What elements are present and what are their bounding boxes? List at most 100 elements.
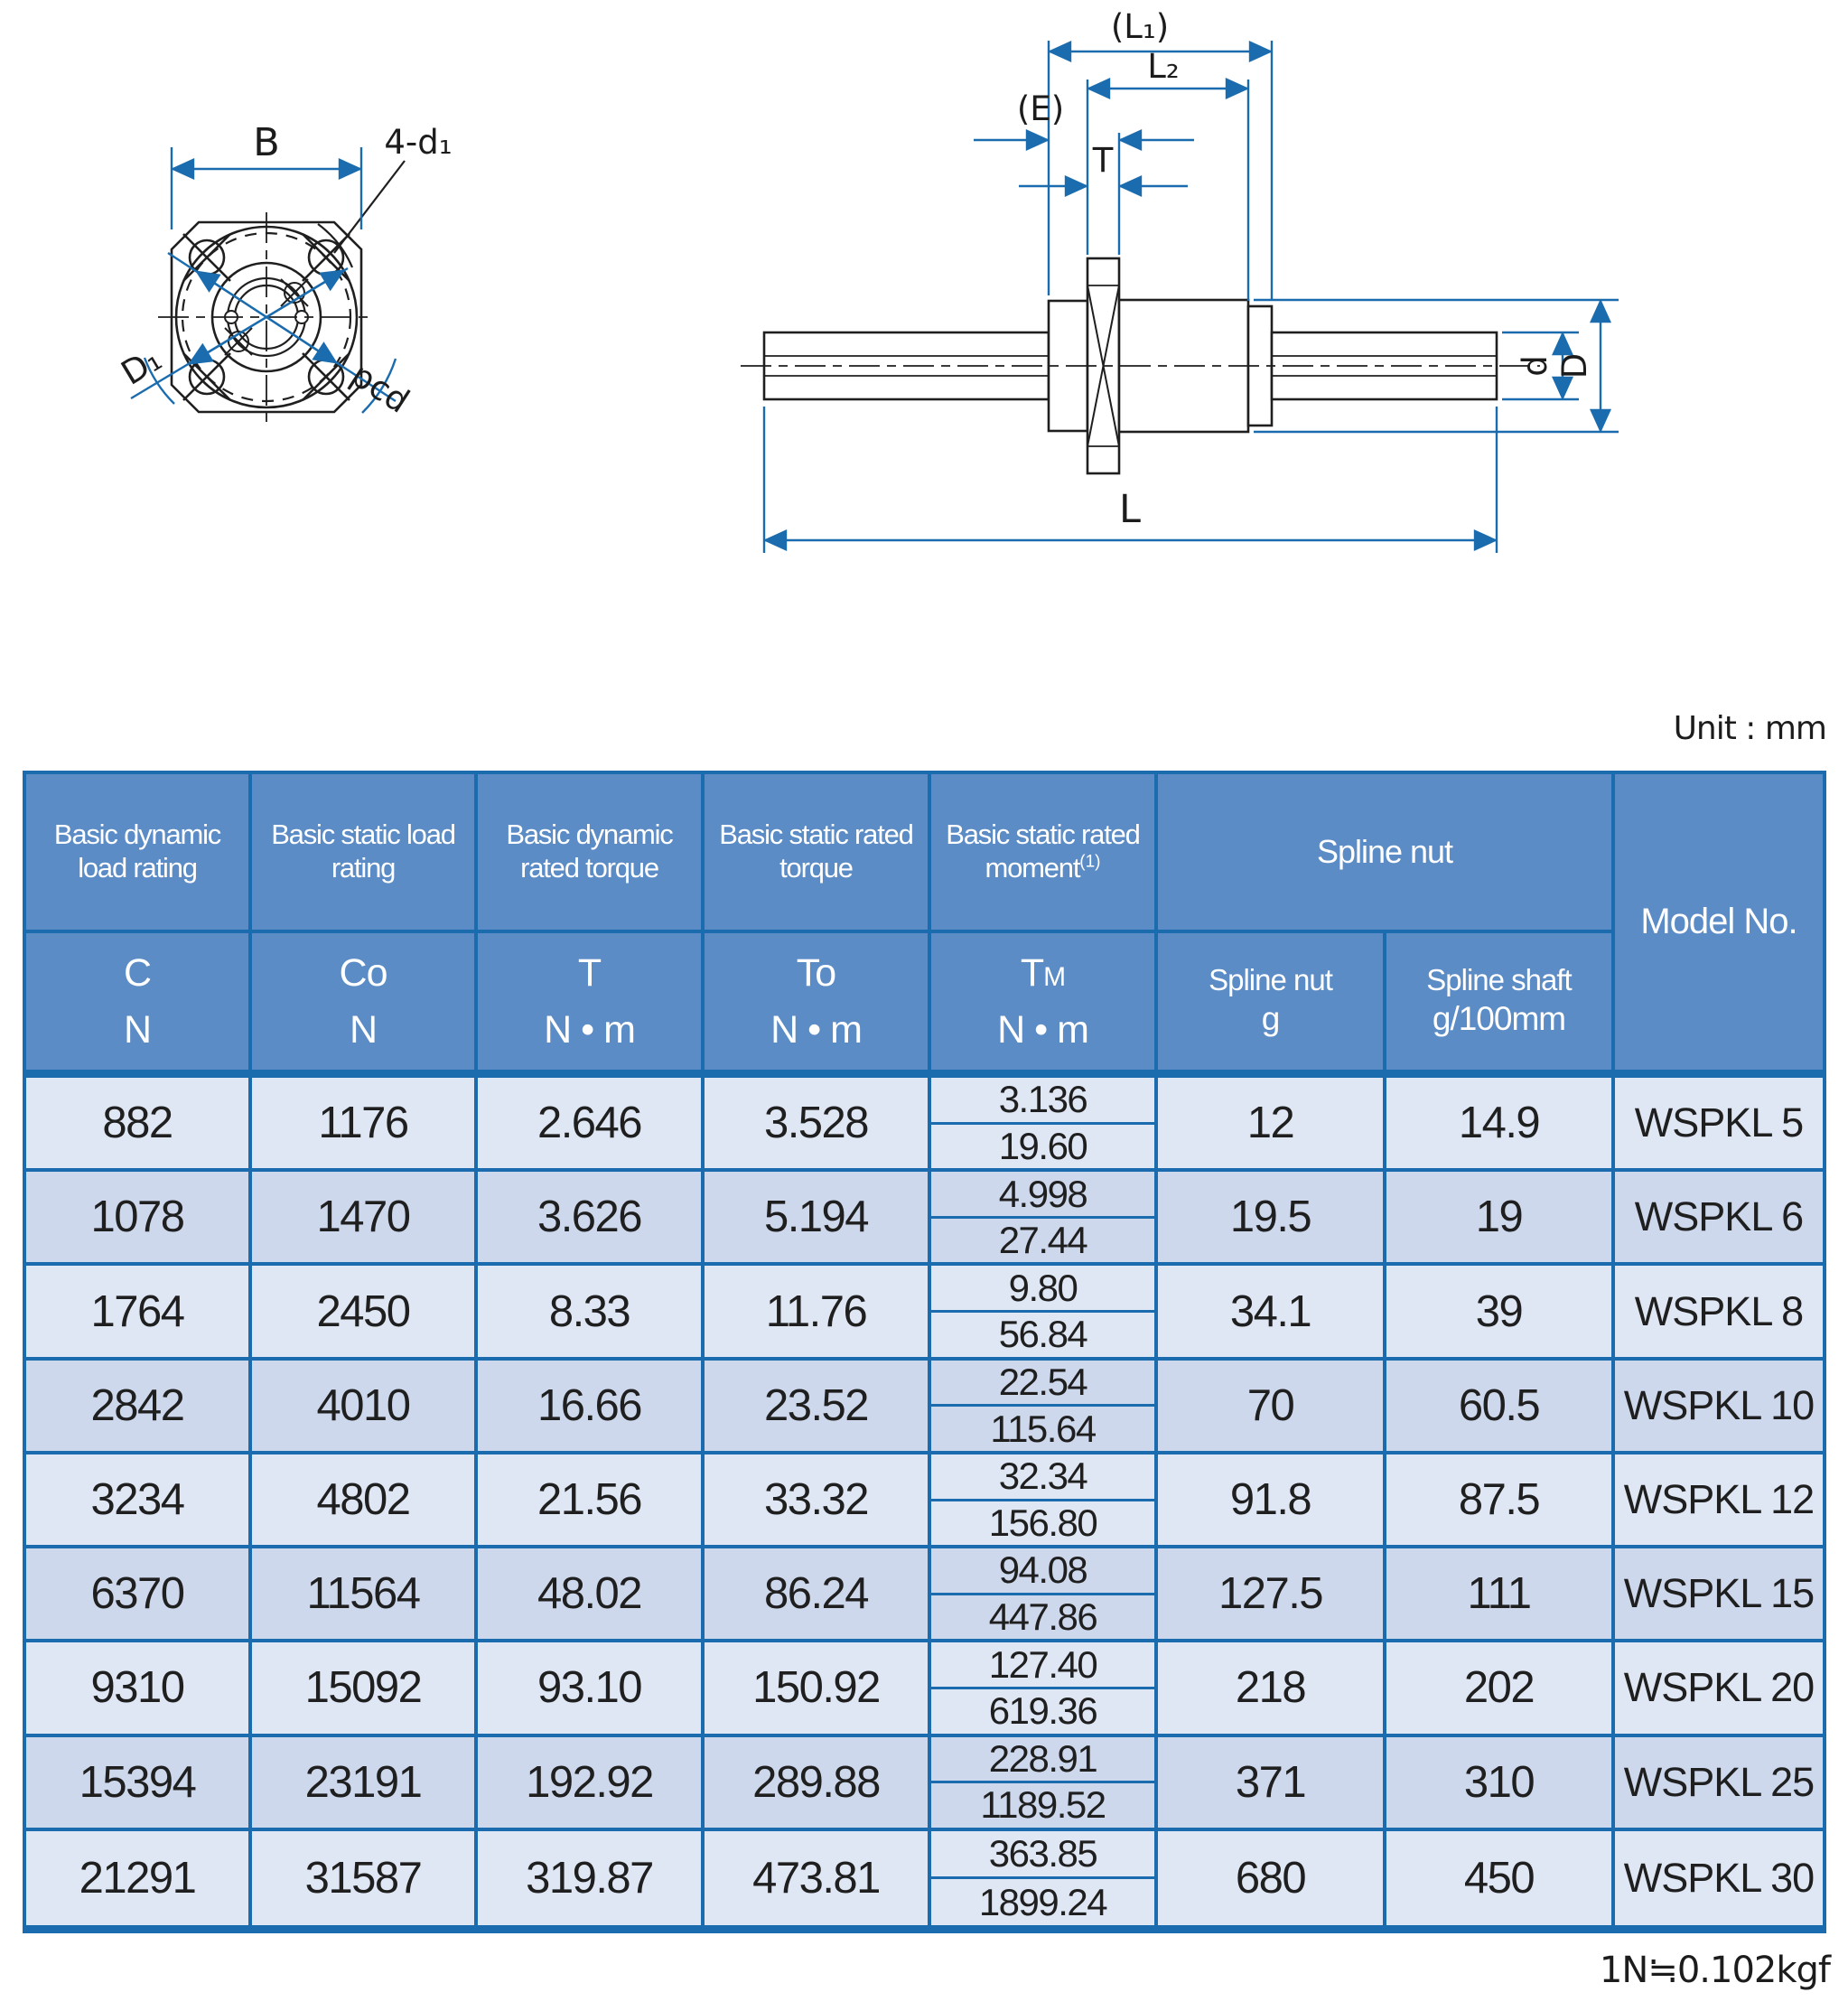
dim-label-holes: 4-d₁ (384, 123, 452, 162)
side-view (741, 257, 1540, 475)
dim-label-pcd: pcd (344, 355, 416, 421)
cell-to: 33.32 (705, 1454, 931, 1549)
cell-co: 1470 (252, 1172, 478, 1267)
header-spline-shaft: Spline shaft g/100mm (1386, 933, 1615, 1078)
pcd-arc-tick (361, 358, 397, 414)
cell-to: 86.24 (705, 1548, 931, 1643)
cell-c: 1078 (26, 1172, 252, 1267)
moment-lower: 115.64 (990, 1407, 1097, 1450)
cell-to: 23.52 (705, 1360, 931, 1454)
dim-label-d1: D₁ (115, 340, 168, 393)
header-spline-group: Spline nut (1158, 774, 1615, 933)
cell-to: 150.92 (705, 1642, 931, 1737)
cell-moment: 94.08 447.86 (931, 1548, 1158, 1643)
cell-c: 6370 (26, 1548, 252, 1643)
header-symbol-co: Co N (252, 933, 478, 1078)
moment-upper: 127.40 (931, 1642, 1154, 1689)
cell-co: 4010 (252, 1360, 478, 1454)
cell-model: WSPKL 6 (1615, 1172, 1823, 1267)
unit-note: Unit : mm (1673, 710, 1827, 747)
cell-shaft-g: 450 (1386, 1830, 1615, 1925)
header-symbol-to: To N • m (705, 933, 931, 1078)
cell-model: WSPKL 25 (1615, 1736, 1823, 1831)
cell-nut-g: 371 (1158, 1736, 1386, 1831)
cell-model: WSPKL 30 (1615, 1830, 1823, 1925)
cell-model: WSPKL 12 (1615, 1454, 1823, 1549)
header-static-load: Basic static load rating (252, 774, 478, 933)
cell-c: 3234 (26, 1454, 252, 1549)
cell-moment: 363.85 1899.24 (931, 1830, 1158, 1925)
cell-shaft-g: 60.5 (1386, 1360, 1615, 1454)
header-model: Model No. (1615, 774, 1823, 1078)
dim-label-t: T (1092, 141, 1114, 180)
cell-shaft-g: 19 (1386, 1172, 1615, 1267)
cell-moment: 228.91 1189.52 (931, 1736, 1158, 1831)
cell-co: 2450 (252, 1266, 478, 1361)
side-view-dimensions (762, 40, 1619, 553)
dim-label-big-d: D (1555, 353, 1594, 379)
moment-lower: 1189.52 (980, 1783, 1106, 1827)
header-title: Basic static load rating (271, 818, 456, 884)
cell-shaft-g: 14.9 (1386, 1078, 1615, 1173)
cell-nut-g: 91.8 (1158, 1454, 1386, 1549)
cell-co: 15092 (252, 1642, 478, 1737)
header-static-moment: Basic static rated moment(1) (931, 774, 1158, 933)
header-symbol-t: T N • m (478, 933, 705, 1078)
header-title: Basic static rated moment (946, 818, 1141, 884)
cell-c: 9310 (26, 1642, 252, 1737)
cell-to: 3.528 (705, 1078, 931, 1173)
dim-label-b: B (253, 120, 280, 165)
moment-lower: 156.80 (988, 1501, 1098, 1544)
cell-moment: 32.34 156.80 (931, 1454, 1158, 1549)
cell-t: 21.56 (478, 1454, 705, 1549)
cell-co: 1176 (252, 1078, 478, 1173)
cell-co: 11564 (252, 1548, 478, 1643)
cell-co: 4802 (252, 1454, 478, 1549)
moment-lower: 27.44 (998, 1219, 1088, 1262)
cell-nut-g: 70 (1158, 1360, 1386, 1454)
cell-c: 15394 (26, 1736, 252, 1831)
moment-upper: 228.91 (931, 1737, 1154, 1784)
cell-moment: 127.40 619.36 (931, 1642, 1158, 1737)
conversion-footnote: 1N≒0.102kgf (1599, 1950, 1831, 1991)
cell-moment: 9.80 56.84 (931, 1266, 1158, 1361)
cell-nut-g: 127.5 (1158, 1548, 1386, 1643)
front-view-dimensions (130, 147, 397, 414)
moment-lower: 1899.24 (978, 1880, 1108, 1923)
cell-t: 2.646 (478, 1078, 705, 1173)
moment-upper: 32.34 (931, 1454, 1154, 1501)
cell-nut-g: 19.5 (1158, 1172, 1386, 1267)
dim-label-l2: L₂ (1147, 47, 1179, 86)
cell-nut-g: 680 (1158, 1830, 1386, 1925)
header-title: Spline nut (1316, 833, 1453, 870)
cell-to: 289.88 (705, 1736, 931, 1831)
dim-label-e: (E) (1017, 89, 1064, 128)
spec-table: Basic dynamic load rating Basic static l… (23, 771, 1826, 1933)
cell-to: 11.76 (705, 1266, 931, 1361)
header-title: Basic static rated torque (719, 818, 914, 884)
moment-lower: 19.60 (998, 1124, 1088, 1167)
holes-leader-line (333, 160, 406, 254)
header-symbol-tm: TM N • m (931, 933, 1158, 1078)
flange-outline (170, 220, 363, 414)
cell-shaft-g: 111 (1386, 1548, 1615, 1643)
holes-leader-arc (317, 223, 354, 268)
cell-to: 5.194 (705, 1172, 931, 1267)
dim-label-l: L (1119, 487, 1141, 532)
cell-moment: 22.54 115.64 (931, 1360, 1158, 1454)
cell-co: 31587 (252, 1830, 478, 1925)
cell-t: 3.626 (478, 1172, 705, 1267)
cell-nut-g: 12 (1158, 1078, 1386, 1173)
header-title: Model No. (1640, 902, 1797, 941)
cell-shaft-g: 310 (1386, 1736, 1615, 1831)
cell-model: WSPKL 10 (1615, 1360, 1823, 1454)
moment-upper: 22.54 (931, 1361, 1154, 1408)
header-static-torque: Basic static rated torque (705, 774, 931, 933)
moment-upper: 4.998 (931, 1172, 1154, 1219)
cell-shaft-g: 39 (1386, 1266, 1615, 1361)
d1-arc-tick (143, 357, 175, 405)
moment-lower: 447.86 (988, 1595, 1098, 1639)
header-dynamic-load: Basic dynamic load rating (26, 774, 252, 933)
moment-upper: 9.80 (931, 1266, 1154, 1314)
